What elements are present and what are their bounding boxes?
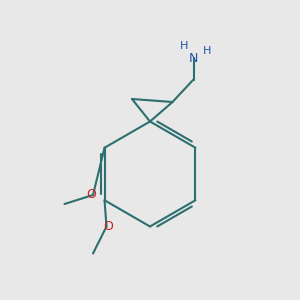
Text: O: O bbox=[103, 220, 113, 233]
Text: H: H bbox=[180, 41, 189, 52]
Text: N: N bbox=[189, 52, 198, 65]
Text: O: O bbox=[87, 188, 96, 202]
Text: H: H bbox=[203, 46, 211, 56]
